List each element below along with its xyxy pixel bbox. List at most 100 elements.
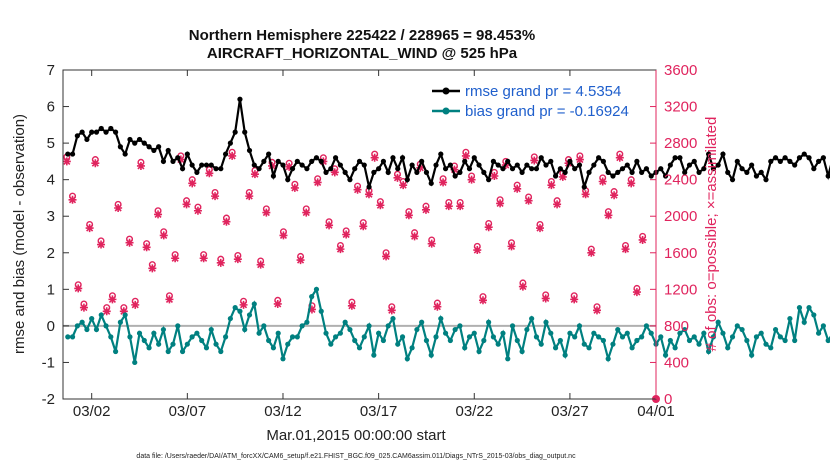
rmse-data-point [366,184,372,190]
bias-data-point [242,326,248,333]
rmse-data-point [218,166,224,172]
rmse-data-point [251,162,257,168]
bias-data-point [179,348,186,355]
obs-assimilated-marker [593,306,602,315]
rmse-data-point [65,151,71,157]
rmse-data-point [486,177,492,183]
obs-assimilated-marker [239,300,248,309]
obs-assimilated-marker [188,179,197,188]
rmse-data-point [753,173,760,179]
bias-data-point [213,341,219,347]
obs-assimilated-marker [404,211,413,220]
obs-assimilated-marker [513,184,522,193]
bias-data-point [667,337,673,344]
obs-assimilated-marker [79,303,88,312]
bias-data-point [423,337,430,344]
rmse-data-point [462,158,468,164]
bias-data-point [299,323,305,329]
y-left-tick-label: 5 [47,135,55,152]
rmse-data-point [438,151,444,157]
bias-data-point [591,330,597,336]
bias-data-point [165,348,171,355]
rmse-data-point [213,166,219,172]
bias-data-point [557,337,563,344]
rmse-data-point [146,144,152,150]
obs-assimilated-marker [171,254,180,263]
rmse-data-point [414,169,420,175]
bias-data-point [782,337,788,344]
obs-assimilated-marker [399,181,408,190]
bias-data-point [634,337,640,344]
y-right-tick-label: 2000 [664,208,697,225]
rmse-data-point [710,166,716,172]
rmse-data-point [768,158,774,164]
bias-data-point [801,319,807,325]
obs-assimilated-marker [182,200,191,209]
rmse-data-point [691,158,697,164]
rmse-data-point [361,162,367,168]
bias-data-point [156,341,162,347]
bias-data-point [548,330,554,336]
bias-data-point [600,337,606,344]
bias-data-point [127,334,133,340]
rmse-data-point [490,158,497,164]
bias-data-point [772,326,779,333]
rmse-data-point [576,162,583,168]
rmse-data-point [524,162,530,168]
y-axis-label-left: rmse and bias (model - observation) [11,114,28,354]
rmse-data-point [141,140,147,146]
rmse-data-point [457,169,463,175]
bias-data-point [490,334,497,340]
bias-data-point [285,341,291,347]
rmse-data-point [294,158,300,164]
rmse-data-point [299,162,305,168]
obs-assimilated-marker [74,284,83,293]
rmse-data-point [208,162,214,168]
rmse-data-point [514,162,520,168]
rmse-data-point [543,162,549,168]
obs-assimilated-marker [108,295,117,304]
bias-data-point [151,330,157,336]
rmse-data-point [232,129,238,135]
obs-assimilated-marker [136,161,145,170]
obs-assimilated-marker [507,242,516,251]
obs-assimilated-marker [262,208,271,217]
legend: rmse grand pr = 4.5354 bias grand pr = -… [428,76,648,122]
bias-data-point [462,345,468,351]
obs-assimilated-marker [439,178,448,187]
obs-assimilated-marker [433,302,442,311]
rmse-data-point [318,158,324,164]
rmse-data-point [725,169,731,175]
legend-rmse-label: rmse grand pr = 4.5354 [465,83,621,100]
obs-assimilated-marker [410,232,419,241]
bias-data-point [605,356,611,362]
rmse-data-point [672,155,678,161]
rmse-data-point [572,166,578,172]
x-tick-label: 03/27 [551,403,589,420]
bias-data-point [524,326,530,333]
obs-assimilated-marker [478,296,487,305]
rmse-data-point [648,173,654,179]
bias-data-point [419,319,425,325]
bias-data-point [433,334,439,340]
bias-data-point [820,323,826,329]
obs-assimilated-marker [250,170,259,179]
rmse-data-point [529,166,535,172]
bias-data-point [710,334,716,340]
rmse-data-point [194,169,200,175]
bias-data-point [237,308,243,314]
bias-data-point [777,334,783,340]
rmse-data-point [533,166,540,172]
x-axis-label: Mar.01,2015 00:00:00 start [266,427,446,444]
y-left-tick-label: 2 [47,245,55,262]
obs-assimilated-marker [296,256,305,265]
x-tick-label: 03/02 [73,403,111,420]
legend-bias-label: bias grand pr = -0.16924 [465,103,629,120]
obs-assimilated-marker [279,231,288,240]
rmse-data-point [548,158,554,164]
series-group [62,69,830,403]
bias-data-point [825,337,830,344]
obs-assimilated-marker [102,307,111,316]
rmse-data-point [275,158,281,164]
x-tick-label: 03/17 [360,403,398,420]
